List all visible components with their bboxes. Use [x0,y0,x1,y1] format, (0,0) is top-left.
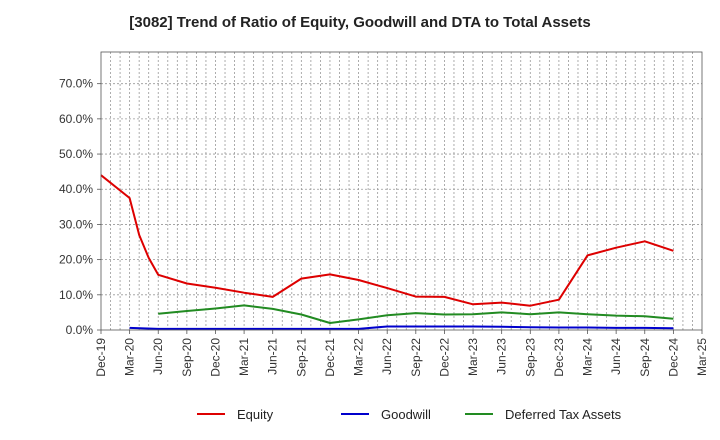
series-line-deferred-tax-assets [158,304,674,324]
x-axis: Dec-19 Mar-20 Jun-20 Sep-20 Dec-20 Mar-21 Jun-… [94,330,709,377]
y-axis: 0.0% 10.0% 20.0% 30.0% 40.0% 50.0% 60.0% 70.0% [59,77,101,337]
x-tick-label: Sep-24 [638,338,652,377]
y-tick-label: 50.0% [59,147,93,161]
series-layer [100,174,674,330]
x-tick-label: Sep-21 [294,338,308,377]
x-tick-label: Jun-24 [609,338,623,375]
x-tick-label: Dec-21 [323,338,337,377]
x-tick-label: Mar-20 [123,338,137,376]
x-tick-label: Mar-23 [466,338,480,376]
y-tick-label: 10.0% [59,288,93,302]
x-tick-label: Mar-25 [695,338,709,376]
x-tick-label: Sep-22 [409,338,423,377]
x-tick-label: Dec-24 [666,338,680,377]
grid-layer [101,52,702,330]
y-tick-label: 40.0% [59,182,93,196]
series-line-equity [100,174,674,307]
x-tick-label: Jun-20 [151,338,165,375]
y-tick-label: 60.0% [59,112,93,126]
x-tick-label: Dec-22 [437,338,451,377]
x-tick-label: Mar-22 [352,338,366,376]
chart-title: [3082] Trend of Ratio of Equity, Goodwil… [129,14,591,31]
x-tick-label: Dec-19 [94,338,108,377]
x-tick-label: Dec-20 [208,338,222,377]
x-tick-label: Sep-20 [180,338,194,377]
legend-label-goodwill: Goodwill [381,407,431,422]
x-tick-label: Jun-21 [266,338,280,375]
legend: Equity Goodwill Deferred Tax Assets [197,407,622,422]
x-tick-label: Mar-21 [237,338,251,376]
y-tick-label: 20.0% [59,253,93,267]
plot-frame [100,51,703,331]
legend-label-deferred-tax-assets: Deferred Tax Assets [505,407,622,422]
y-tick-label: 30.0% [59,217,93,231]
series-line-goodwill [129,325,674,330]
x-tick-label: Jun-22 [380,338,394,375]
x-tick-label: Sep-23 [523,338,537,377]
y-tick-label: 70.0% [59,77,93,91]
x-tick-label: Dec-23 [552,338,566,377]
y-tick-label: 0.0% [66,323,94,337]
x-tick-label: Mar-24 [581,338,595,376]
x-tick-label: Jun-23 [495,338,509,375]
legend-label-equity: Equity [237,407,274,422]
